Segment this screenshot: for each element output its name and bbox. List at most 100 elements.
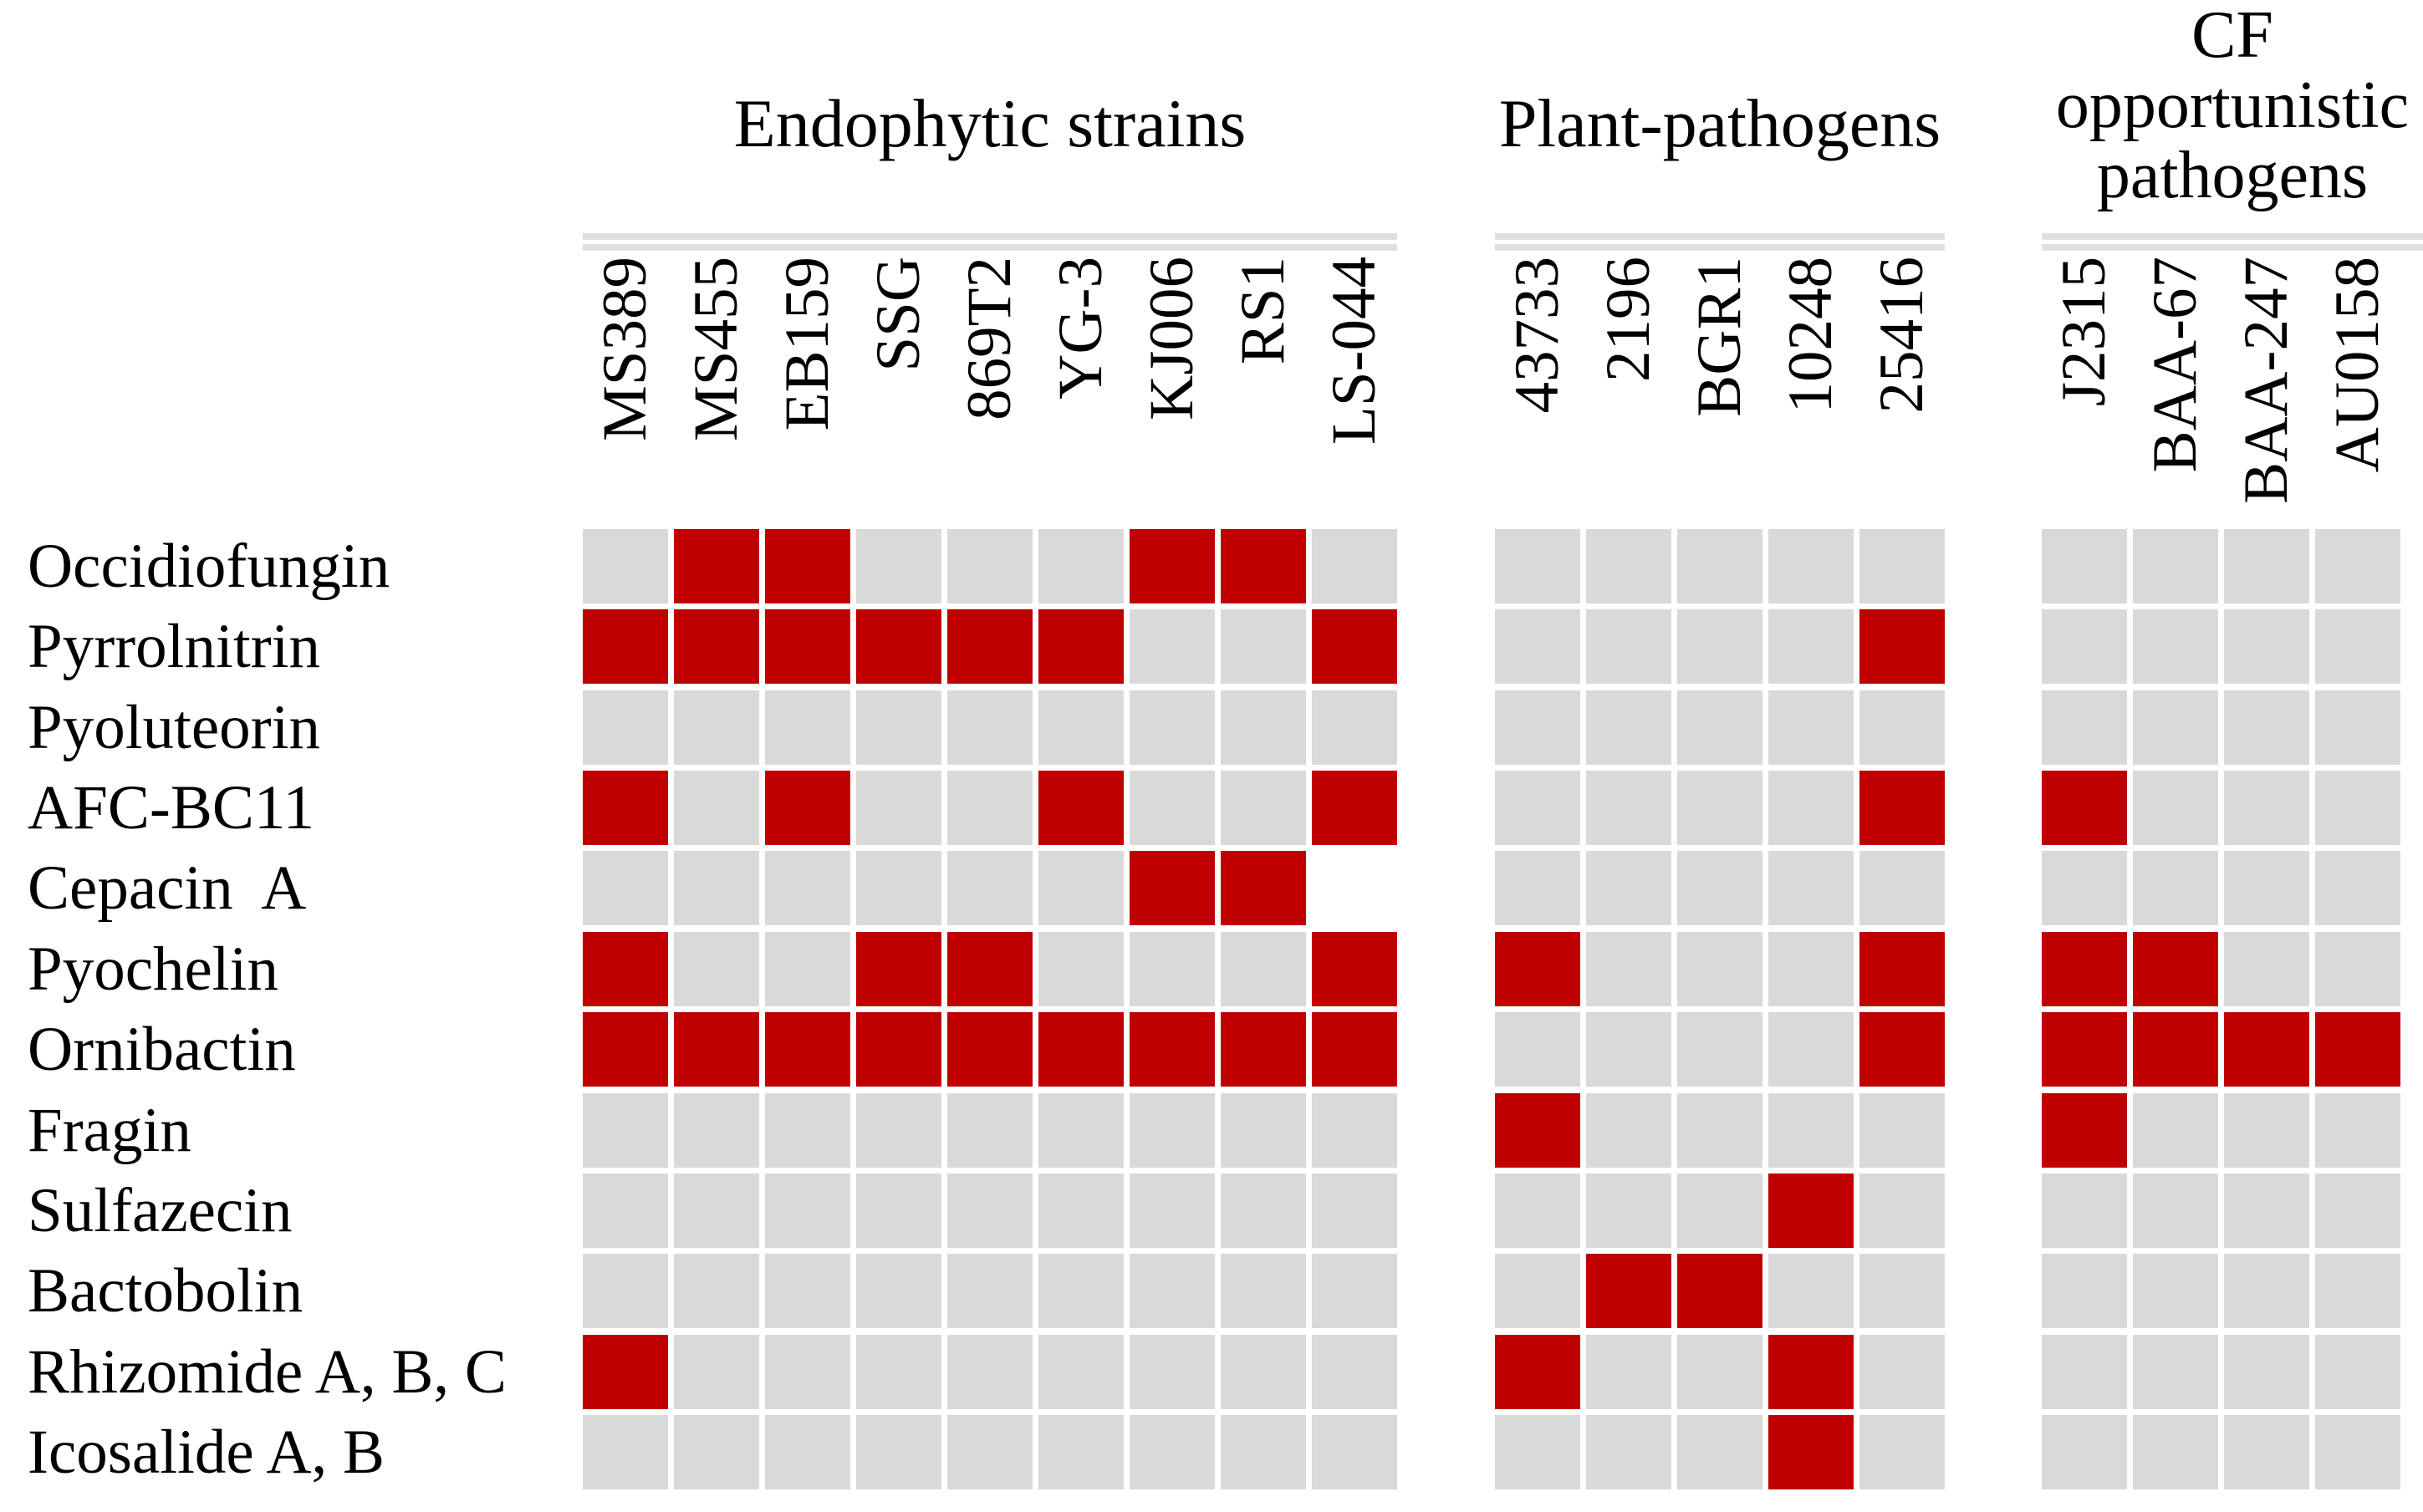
matrix-cell	[1495, 851, 1580, 926]
matrix-cell	[1859, 931, 1945, 1006]
matrix-cell	[1038, 1173, 1124, 1248]
matrix-cell	[1130, 851, 1215, 926]
column-label: 2196	[1594, 257, 1663, 382]
matrix-cell	[2042, 1012, 2127, 1087]
row-label: Bactobolin	[28, 1256, 304, 1326]
matrix-cell	[765, 1254, 850, 1329]
matrix-cell	[947, 1012, 1033, 1087]
matrix-cell	[1586, 931, 1671, 1006]
matrix-cell	[2042, 1092, 2127, 1168]
matrix-cell	[1859, 1254, 1945, 1329]
matrix-cell	[1768, 1012, 1854, 1087]
matrix-cell	[765, 609, 850, 685]
matrix-cell	[1130, 1092, 1215, 1168]
column-label: 25416	[1867, 257, 1936, 414]
matrix-cell	[856, 690, 941, 765]
matrix-cell	[856, 771, 941, 846]
matrix-cell	[2224, 1254, 2309, 1329]
matrix-cell	[1038, 1012, 1124, 1087]
matrix-cell	[583, 851, 668, 926]
matrix-cell	[2315, 1173, 2400, 1248]
matrix-cell	[1130, 771, 1215, 846]
column-label: SSG	[864, 257, 933, 372]
matrix-cell	[1038, 1254, 1124, 1329]
matrix-cell	[1677, 609, 1762, 685]
matrix-cell	[674, 1334, 759, 1409]
matrix-cell	[1677, 1012, 1762, 1087]
header-rule	[583, 244, 1397, 251]
matrix-cell	[765, 771, 850, 846]
matrix-cell	[1038, 771, 1124, 846]
matrix-cell	[2042, 529, 2127, 603]
matrix-cell	[947, 771, 1033, 846]
matrix-cell	[2315, 529, 2400, 603]
matrix-cell	[1677, 1414, 1762, 1489]
matrix-cell	[765, 931, 850, 1006]
matrix-cell	[947, 1334, 1033, 1409]
matrix-cell	[674, 609, 759, 685]
matrix-cell	[1130, 609, 1215, 685]
matrix-cell	[1312, 529, 1397, 603]
group-title: Plant-pathogens	[1495, 79, 1945, 168]
matrix-cell	[1221, 1254, 1306, 1329]
matrix-cell	[1586, 771, 1671, 846]
matrix-cell	[1130, 690, 1215, 765]
matrix-cell	[2042, 931, 2127, 1006]
matrix-cell	[1768, 1173, 1854, 1248]
matrix-cell	[583, 1254, 668, 1329]
matrix-cell	[856, 1254, 941, 1329]
matrix-cell	[1312, 1334, 1397, 1409]
matrix-cell	[2315, 851, 2400, 926]
matrix-cell	[583, 1173, 668, 1248]
group-title: CF opportunistic pathogens	[2042, 0, 2423, 211]
group-title-line: CF	[2191, 0, 2273, 72]
matrix-cell	[1038, 1414, 1124, 1489]
matrix-cell	[2224, 1092, 2309, 1168]
matrix-cell	[1130, 1334, 1215, 1409]
matrix-cell	[1495, 931, 1580, 1006]
matrix-cell	[1677, 771, 1762, 846]
matrix-cell	[2315, 1334, 2400, 1409]
matrix-cell	[947, 529, 1033, 603]
matrix-cell	[2224, 1012, 2309, 1087]
matrix-cell	[856, 1414, 941, 1489]
matrix-cell	[1586, 1092, 1671, 1168]
matrix-cell	[1221, 609, 1306, 685]
matrix-cell	[583, 771, 668, 846]
matrix-cell	[1130, 1173, 1215, 1248]
matrix-cell	[2042, 851, 2127, 926]
matrix-cell	[1677, 1254, 1762, 1329]
matrix-cell	[583, 609, 668, 685]
matrix-cell	[2224, 1334, 2309, 1409]
matrix-cell	[583, 529, 668, 603]
matrix-cell	[856, 529, 941, 603]
matrix-cell	[1768, 1334, 1854, 1409]
matrix-cell	[2133, 851, 2218, 926]
matrix-cell	[1312, 609, 1397, 685]
matrix-cell	[765, 690, 850, 765]
matrix-cell	[583, 690, 668, 765]
matrix-cell	[947, 1092, 1033, 1168]
row-label: Occidiofungin	[28, 532, 390, 601]
group-title: Endophytic strains	[583, 79, 1397, 168]
matrix-cell	[856, 1173, 941, 1248]
matrix-cell	[674, 771, 759, 846]
matrix-cell	[1768, 1254, 1854, 1329]
matrix-cell	[2042, 1414, 2127, 1489]
matrix-cell	[2315, 609, 2400, 685]
matrix-cell	[1677, 1092, 1762, 1168]
matrix-cell	[1221, 1092, 1306, 1168]
matrix-cell	[674, 690, 759, 765]
column-label: J2315	[2049, 257, 2119, 407]
matrix-cell	[856, 609, 941, 685]
matrix-cell	[765, 529, 850, 603]
matrix-cell	[947, 1254, 1033, 1329]
matrix-cell	[1677, 931, 1762, 1006]
matrix-cell	[2133, 1334, 2218, 1409]
matrix-cell	[2224, 1414, 2309, 1489]
matrix-cell	[2224, 529, 2309, 603]
group-title-line: opportunistic	[2055, 69, 2410, 142]
matrix-cell	[1221, 529, 1306, 603]
column-label: BGR1	[1685, 257, 1754, 417]
matrix-cell	[583, 1092, 668, 1168]
